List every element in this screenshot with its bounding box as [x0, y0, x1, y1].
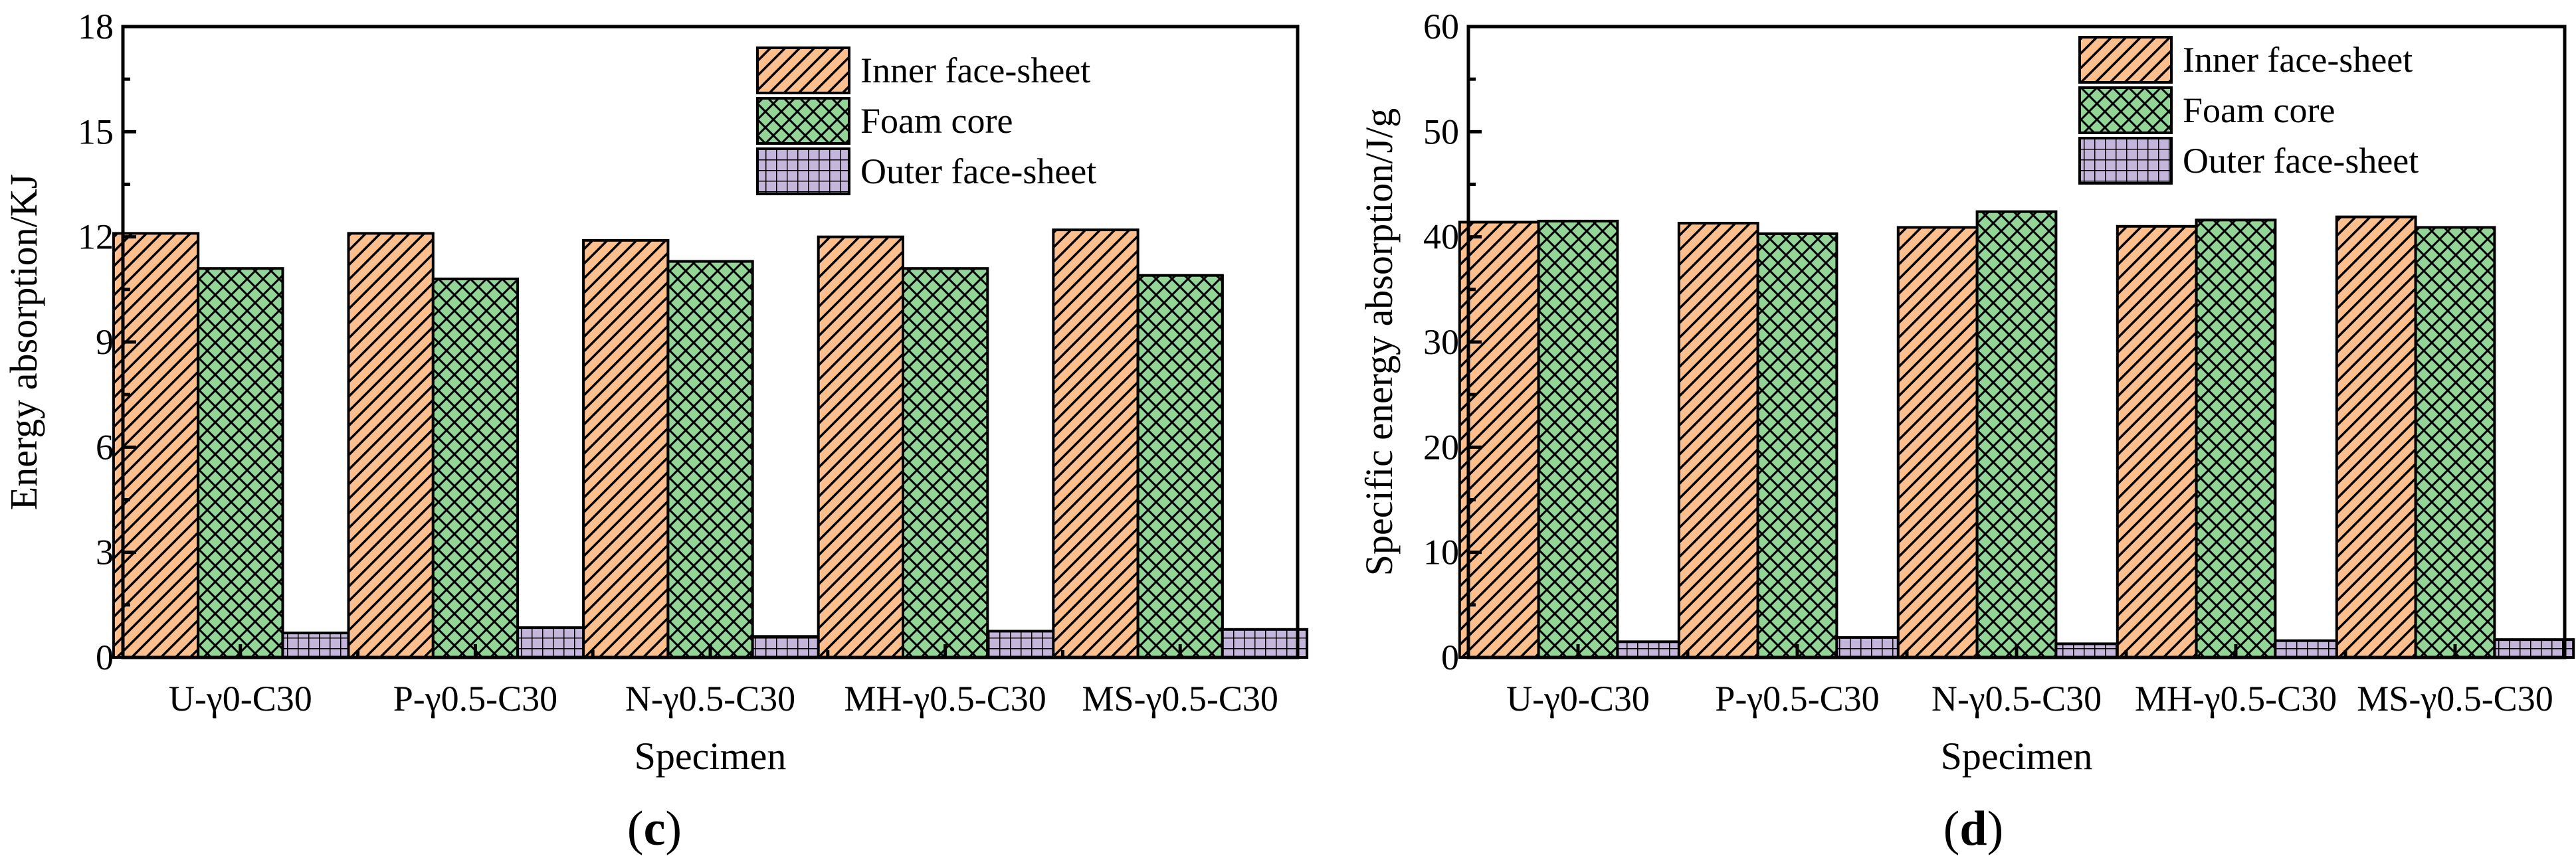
x-tick-label: U-γ0-C30: [1506, 679, 1650, 719]
y-tick-label: 40: [1423, 217, 1459, 257]
chart-c-bars: [112, 228, 1309, 659]
chart-d-x-ticks: U-γ0-C30 P-γ0.5-C30 N-γ0.5-C30 MH-γ0.5-C30 M…: [1506, 644, 2553, 719]
bar-c-foam-core-2: [666, 260, 754, 659]
chart-c-legend: Inner face-sheet Foam core Outer face-shee…: [756, 46, 1096, 195]
y-tick-label: 50: [1423, 112, 1459, 151]
y-tick-label: 10: [1423, 533, 1459, 572]
bar-c-foam-core-0: [197, 267, 284, 659]
bar-c-inner-face-sheet-2: [582, 238, 670, 659]
legend-label: Foam core: [2183, 90, 2335, 130]
bar-d-inner-face-sheet-2: [1896, 226, 1979, 659]
bar-c-foam-core-3: [902, 267, 989, 659]
x-tick-label: MH-γ0.5-C30: [2135, 679, 2337, 719]
y-tick-label: 60: [1423, 7, 1459, 46]
x-tick-label: MS-γ0.5-C30: [1082, 679, 1278, 719]
y-tick-label: 6: [96, 427, 114, 467]
chart-d-panel-label: (d): [1943, 802, 2003, 856]
chart-d-x-axis-label: Specimen: [1941, 734, 2093, 778]
bar-c-inner-face-sheet-3: [817, 235, 904, 659]
bar-d-inner-face-sheet-1: [1677, 222, 1759, 659]
x-tick-label: N-γ0.5-C30: [625, 679, 795, 719]
y-tick-label: 0: [96, 638, 114, 677]
legend-swatch-foam-core: [2078, 86, 2173, 134]
y-tick-label: 20: [1423, 427, 1459, 467]
legend-swatch-outer-face-sheet: [756, 147, 850, 195]
legend-label: Foam core: [860, 101, 1013, 141]
bar-c-foam-core-4: [1136, 274, 1224, 659]
chart-d-y-axis-label: Specific energy absorption/J/g: [1357, 108, 1401, 576]
bar-d-inner-face-sheet-3: [2116, 224, 2198, 659]
legend-swatch-foam-core: [756, 97, 850, 145]
bar-d-foam-core-4: [2414, 226, 2496, 659]
bar-c-foam-core-1: [431, 278, 520, 659]
chart-c-y-axis-label: Energy absorption/KJ: [2, 174, 45, 510]
bar-d-foam-core-3: [2195, 218, 2277, 659]
x-tick-label: P-γ0.5-C30: [393, 679, 557, 719]
chart-c-y-ticks: 0 3 6 9 12 15 18: [78, 7, 136, 677]
chart-c-plot-frame: [121, 25, 1300, 659]
bar-c-inner-face-sheet-4: [1052, 228, 1139, 659]
chart-c-panel-label: (c): [627, 802, 682, 856]
x-tick-label: N-γ0.5-C30: [1932, 679, 2102, 719]
chart-panel-d: 0 10 20 30 40 50 60 U-γ0-C30 P-γ0.5-C30 N-γ0.5-C…: [1357, 7, 2575, 856]
y-tick-label: 3: [96, 533, 114, 572]
x-tick-label: MS-γ0.5-C30: [2357, 679, 2553, 719]
legend-swatch-inner-face-sheet: [2078, 36, 2173, 84]
chart-c-x-axis-label: Specimen: [635, 734, 787, 778]
bar-c-inner-face-sheet-1: [347, 232, 435, 659]
bar-d-foam-core-2: [1975, 210, 2058, 659]
bar-d-foam-core-1: [1756, 232, 1838, 659]
legend-label: Outer face-sheet: [2183, 141, 2419, 181]
x-tick-label: U-γ0-C30: [169, 679, 312, 719]
bar-c-inner-face-sheet-0: [112, 232, 200, 659]
y-tick-label: 0: [1441, 638, 1459, 677]
legend-label: Inner face-sheet: [860, 50, 1090, 90]
chart-d-legend: Inner face-sheet Foam core Outer face-shee…: [2078, 36, 2419, 185]
bar-d-inner-face-sheet-4: [2335, 215, 2417, 659]
bar-d-outer-face-sheet-4: [2493, 638, 2575, 659]
y-tick-label: 30: [1423, 322, 1459, 362]
y-tick-label: 15: [78, 112, 114, 151]
y-tick-label: 9: [96, 322, 114, 362]
legend-label: Inner face-sheet: [2183, 40, 2413, 80]
x-tick-label: P-γ0.5-C30: [1715, 679, 1879, 719]
chart-d-y-ticks: 0 10 20 30 40 50 60: [1423, 7, 1482, 677]
legend-label: Outer face-sheet: [860, 151, 1096, 191]
chart-panel-c: 0 3 6 9 12 15 18 U-γ0-C30 P-γ0.5-C30 N-γ0.5-C30 M…: [2, 7, 1309, 856]
chart-d-bars: [1458, 210, 2575, 659]
y-tick-label: 12: [78, 217, 114, 257]
x-tick-label: MH-γ0.5-C30: [844, 679, 1046, 719]
y-tick-label: 18: [78, 7, 114, 46]
chart-d-plot-frame: [1466, 25, 2567, 659]
bar-d-inner-face-sheet-0: [1458, 220, 1540, 659]
bar-c-outer-face-sheet-4: [1221, 628, 1309, 659]
legend-swatch-inner-face-sheet: [756, 46, 850, 94]
bar-d-foam-core-0: [1537, 219, 1619, 659]
legend-swatch-outer-face-sheet: [2078, 137, 2173, 185]
chart-c-x-ticks: U-γ0-C30 P-γ0.5-C30 N-γ0.5-C30 MH-γ0.5-C30 M…: [169, 644, 1278, 719]
